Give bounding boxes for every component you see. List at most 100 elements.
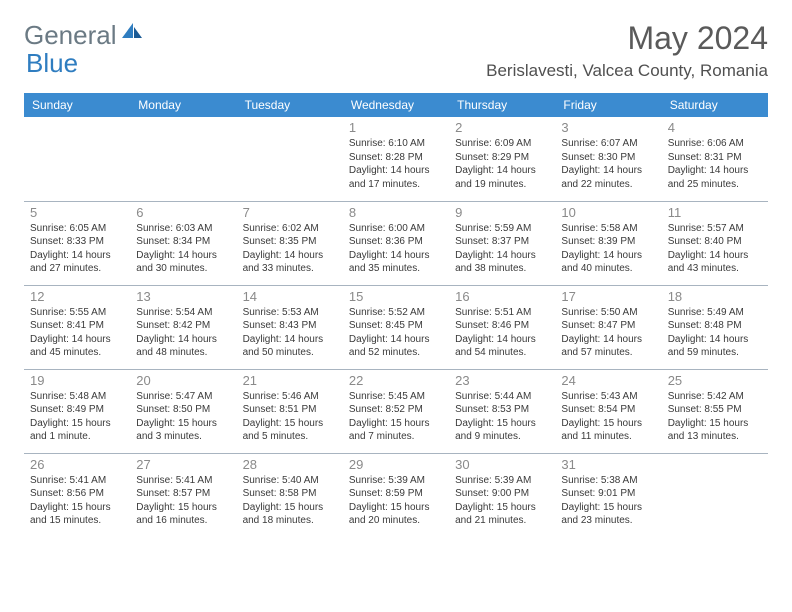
day-info: Sunrise: 6:03 AMSunset: 8:34 PMDaylight:… bbox=[136, 222, 230, 276]
day-info: Sunrise: 5:40 AMSunset: 8:58 PMDaylight:… bbox=[243, 474, 337, 528]
day-number: 24 bbox=[561, 373, 655, 388]
day-number: 17 bbox=[561, 289, 655, 304]
day-number: 10 bbox=[561, 205, 655, 220]
location-text: Berislavesti, Valcea County, Romania bbox=[486, 61, 768, 81]
day-cell: 22 Sunrise: 5:45 AMSunset: 8:52 PMDayligh… bbox=[343, 369, 449, 453]
day-number: 15 bbox=[349, 289, 443, 304]
day-number: 11 bbox=[668, 205, 762, 220]
day-cell: 26 Sunrise: 5:41 AMSunset: 8:56 PMDayligh… bbox=[24, 453, 130, 537]
day-number: 22 bbox=[349, 373, 443, 388]
day-number: 12 bbox=[30, 289, 124, 304]
day-info: Sunrise: 5:42 AMSunset: 8:55 PMDaylight:… bbox=[668, 390, 762, 444]
day-cell: 25 Sunrise: 5:42 AMSunset: 8:55 PMDayligh… bbox=[662, 369, 768, 453]
day-number: 9 bbox=[455, 205, 549, 220]
logo-text-general: General bbox=[24, 20, 117, 51]
day-cell: 5 Sunrise: 6:05 AMSunset: 8:33 PMDaylight… bbox=[24, 201, 130, 285]
month-title: May 2024 bbox=[486, 20, 768, 57]
day-info: Sunrise: 5:45 AMSunset: 8:52 PMDaylight:… bbox=[349, 390, 443, 444]
day-number: 13 bbox=[136, 289, 230, 304]
day-cell: 8Sunrise: 6:00 AMSunset: 8:36 PMDaylight… bbox=[343, 201, 449, 285]
day-info: Sunrise: 6:09 AMSunset: 8:29 PMDaylight:… bbox=[455, 137, 549, 191]
day-cell: 13Sunrise: 5:54 AMSunset: 8:42 PMDayligh… bbox=[130, 285, 236, 369]
empty-cell bbox=[662, 453, 768, 537]
day-info: Sunrise: 6:02 AMSunset: 8:35 PMDaylight:… bbox=[243, 222, 337, 276]
day-cell: 15 Sunrise: 5:52 AMSunset: 8:45 PMDayligh… bbox=[343, 285, 449, 369]
day-cell: 27 Sunrise: 5:41 AMSunset: 8:57 PMDayligh… bbox=[130, 453, 236, 537]
day-cell: 9 Sunrise: 5:59 AMSunset: 8:37 PMDaylight… bbox=[449, 201, 555, 285]
logo: General bbox=[24, 20, 145, 51]
day-number: 6 bbox=[136, 205, 230, 220]
day-cell: 29Sunrise: 5:39 AMSunset: 8:59 PMDayligh… bbox=[343, 453, 449, 537]
week-row: 5 Sunrise: 6:05 AMSunset: 8:33 PMDaylight… bbox=[24, 201, 768, 285]
empty-cell bbox=[130, 117, 236, 201]
week-row: 26 Sunrise: 5:41 AMSunset: 8:56 PMDayligh… bbox=[24, 453, 768, 537]
day-cell: 2Sunrise: 6:09 AMSunset: 8:29 PMDaylight… bbox=[449, 117, 555, 201]
day-info: Sunrise: 5:58 AMSunset: 8:39 PMDaylight:… bbox=[561, 222, 655, 276]
day-cell: 1 Sunrise: 6:10 AMSunset: 8:28 PMDaylight… bbox=[343, 117, 449, 201]
week-row: 1 Sunrise: 6:10 AMSunset: 8:28 PMDaylight… bbox=[24, 117, 768, 201]
calendar-head: SundayMondayTuesdayWednesdayThursdayFrid… bbox=[24, 93, 768, 117]
day-number: 31 bbox=[561, 457, 655, 472]
day-header: Wednesday bbox=[343, 93, 449, 117]
day-info: Sunrise: 5:49 AMSunset: 8:48 PMDaylight:… bbox=[668, 306, 762, 360]
day-info: Sunrise: 5:41 AMSunset: 8:57 PMDaylight:… bbox=[136, 474, 230, 528]
empty-cell bbox=[24, 117, 130, 201]
day-header: Tuesday bbox=[237, 93, 343, 117]
day-info: Sunrise: 6:00 AMSunset: 8:36 PMDaylight:… bbox=[349, 222, 443, 276]
logo-text-blue: Blue bbox=[26, 48, 78, 78]
day-number: 29 bbox=[349, 457, 443, 472]
day-info: Sunrise: 6:07 AMSunset: 8:30 PMDaylight:… bbox=[561, 137, 655, 191]
day-cell: 18Sunrise: 5:49 AMSunset: 8:48 PMDayligh… bbox=[662, 285, 768, 369]
week-row: 12 Sunrise: 5:55 AMSunset: 8:41 PMDayligh… bbox=[24, 285, 768, 369]
day-info: Sunrise: 5:46 AMSunset: 8:51 PMDaylight:… bbox=[243, 390, 337, 444]
day-info: Sunrise: 5:38 AMSunset: 9:01 PMDaylight:… bbox=[561, 474, 655, 528]
day-info: Sunrise: 5:50 AMSunset: 8:47 PMDaylight:… bbox=[561, 306, 655, 360]
day-cell: 31 Sunrise: 5:38 AMSunset: 9:01 PMDayligh… bbox=[555, 453, 661, 537]
day-number: 23 bbox=[455, 373, 549, 388]
day-number: 1 bbox=[349, 120, 443, 135]
day-header: Thursday bbox=[449, 93, 555, 117]
day-info: Sunrise: 5:59 AMSunset: 8:37 PMDaylight:… bbox=[455, 222, 549, 276]
calendar-table: SundayMondayTuesdayWednesdayThursdayFrid… bbox=[24, 93, 768, 537]
day-cell: 14 Sunrise: 5:53 AMSunset: 8:43 PMDayligh… bbox=[237, 285, 343, 369]
calendar-body: 1 Sunrise: 6:10 AMSunset: 8:28 PMDaylight… bbox=[24, 117, 768, 537]
day-cell: 20Sunrise: 5:47 AMSunset: 8:50 PMDayligh… bbox=[130, 369, 236, 453]
day-header-row: SundayMondayTuesdayWednesdayThursdayFrid… bbox=[24, 93, 768, 117]
day-header: Sunday bbox=[24, 93, 130, 117]
day-number: 7 bbox=[243, 205, 337, 220]
day-cell: 7 Sunrise: 6:02 AMSunset: 8:35 PMDaylight… bbox=[237, 201, 343, 285]
day-info: Sunrise: 6:10 AMSunset: 8:28 PMDaylight:… bbox=[349, 137, 443, 191]
day-number: 27 bbox=[136, 457, 230, 472]
day-info: Sunrise: 6:05 AMSunset: 8:33 PMDaylight:… bbox=[30, 222, 124, 276]
day-info: Sunrise: 5:41 AMSunset: 8:56 PMDaylight:… bbox=[30, 474, 124, 528]
day-info: Sunrise: 5:52 AMSunset: 8:45 PMDaylight:… bbox=[349, 306, 443, 360]
day-info: Sunrise: 5:55 AMSunset: 8:41 PMDaylight:… bbox=[30, 306, 124, 360]
day-cell: 10 Sunrise: 5:58 AMSunset: 8:39 PMDayligh… bbox=[555, 201, 661, 285]
day-number: 26 bbox=[30, 457, 124, 472]
day-info: Sunrise: 6:06 AMSunset: 8:31 PMDaylight:… bbox=[668, 137, 762, 191]
day-header: Monday bbox=[130, 93, 236, 117]
day-info: Sunrise: 5:48 AMSunset: 8:49 PMDaylight:… bbox=[30, 390, 124, 444]
page-header: General May 2024 Berislavesti, Valcea Co… bbox=[24, 20, 768, 81]
day-cell: 24 Sunrise: 5:43 AMSunset: 8:54 PMDayligh… bbox=[555, 369, 661, 453]
day-cell: 6 Sunrise: 6:03 AMSunset: 8:34 PMDaylight… bbox=[130, 201, 236, 285]
day-info: Sunrise: 5:39 AMSunset: 9:00 PMDaylight:… bbox=[455, 474, 549, 528]
day-number: 25 bbox=[668, 373, 762, 388]
day-info: Sunrise: 5:43 AMSunset: 8:54 PMDaylight:… bbox=[561, 390, 655, 444]
day-number: 14 bbox=[243, 289, 337, 304]
day-info: Sunrise: 5:47 AMSunset: 8:50 PMDaylight:… bbox=[136, 390, 230, 444]
day-cell: 12 Sunrise: 5:55 AMSunset: 8:41 PMDayligh… bbox=[24, 285, 130, 369]
day-info: Sunrise: 5:53 AMSunset: 8:43 PMDaylight:… bbox=[243, 306, 337, 360]
day-cell: 11 Sunrise: 5:57 AMSunset: 8:40 PMDayligh… bbox=[662, 201, 768, 285]
day-number: 16 bbox=[455, 289, 549, 304]
day-info: Sunrise: 5:51 AMSunset: 8:46 PMDaylight:… bbox=[455, 306, 549, 360]
day-header: Saturday bbox=[662, 93, 768, 117]
day-cell: 28Sunrise: 5:40 AMSunset: 8:58 PMDayligh… bbox=[237, 453, 343, 537]
day-info: Sunrise: 5:57 AMSunset: 8:40 PMDaylight:… bbox=[668, 222, 762, 276]
day-number: 19 bbox=[30, 373, 124, 388]
day-number: 5 bbox=[30, 205, 124, 220]
day-number: 30 bbox=[455, 457, 549, 472]
logo-blue-wrap: Blue bbox=[26, 48, 78, 79]
day-cell: 21Sunrise: 5:46 AMSunset: 8:51 PMDayligh… bbox=[237, 369, 343, 453]
day-cell: 17 Sunrise: 5:50 AMSunset: 8:47 PMDayligh… bbox=[555, 285, 661, 369]
